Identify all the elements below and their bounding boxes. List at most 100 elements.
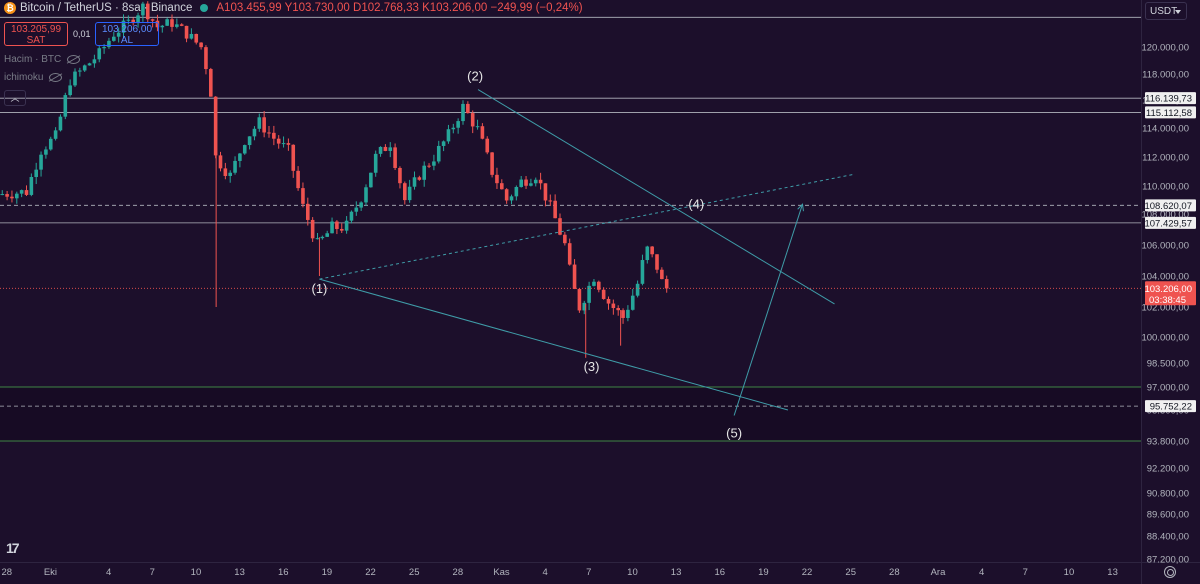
candle-body <box>252 128 257 137</box>
candle-body <box>257 117 262 129</box>
time-tick-label: 19 <box>758 567 769 578</box>
sell-label: SAT <box>26 35 46 46</box>
time-tick-label: 28 <box>453 567 464 578</box>
candle-body <box>480 126 485 139</box>
price-tick-label: 114.000,00 <box>1142 124 1189 135</box>
candle-body <box>553 200 557 219</box>
eye-hidden-icon[interactable] <box>67 55 81 64</box>
candle-body <box>519 179 523 187</box>
candle-body <box>504 189 509 201</box>
candle-body <box>475 126 480 128</box>
level-price-tag <box>1145 92 1196 105</box>
candle-body <box>597 281 601 290</box>
trendline <box>319 278 789 411</box>
candle-body <box>577 288 582 311</box>
price-tick-label: 110.000,00 <box>1142 182 1189 193</box>
currency-button[interactable]: USDT <box>1145 2 1187 20</box>
candle-body <box>296 170 300 189</box>
buy-label: AL <box>120 35 134 46</box>
candle-body <box>500 183 504 190</box>
candle-body <box>417 177 422 180</box>
candle-body <box>301 188 305 204</box>
bitcoin-icon: ₿ <box>4 2 16 14</box>
indicator-ichimoku-label: ichimoku <box>4 72 44 83</box>
candle-body <box>272 132 276 139</box>
time-tick-label: 13 <box>234 567 245 578</box>
candle-body <box>175 24 179 27</box>
candle-body <box>150 19 155 21</box>
candle-body <box>485 138 490 153</box>
candle-body <box>645 246 650 261</box>
candle-body <box>315 238 320 240</box>
buy-price: 103.206,00 <box>101 24 153 35</box>
candle-body <box>582 302 587 311</box>
indicator-ichimoku[interactable]: ichimoku <box>4 72 63 83</box>
symbol-legend: ₿ Bitcoin / TetherUS · 8sa · Binance A10… <box>4 2 583 14</box>
time-tick-label: 25 <box>409 567 420 578</box>
candle-body <box>112 36 116 41</box>
candle-body <box>242 145 247 154</box>
candle-body <box>233 160 237 173</box>
candle-body <box>320 236 325 239</box>
tradingview-logo[interactable]: 17 <box>6 540 20 556</box>
candle-body <box>262 117 266 133</box>
level-price-tag <box>1145 400 1196 413</box>
candle-body <box>427 165 431 167</box>
candle-body <box>24 190 29 195</box>
sell-button[interactable]: 103.205,99 SAT <box>4 22 68 46</box>
symbol-title[interactable]: Bitcoin / TetherUS · 8sa · Binance <box>20 2 193 14</box>
candle-body <box>335 221 339 229</box>
candle-body <box>126 19 131 21</box>
candle-body <box>325 233 329 237</box>
candle-body <box>572 264 577 289</box>
price-tick-label: 97.000,00 <box>1147 383 1189 394</box>
candle-body <box>456 121 460 128</box>
candle-body <box>635 283 640 296</box>
current-price-tag <box>1145 281 1196 306</box>
candle-body <box>543 183 548 201</box>
collapse-legend-button[interactable]: ︿ <box>4 90 26 106</box>
wave-label: (3) <box>584 359 600 374</box>
market-status-icon <box>200 4 209 12</box>
candle-body <box>538 179 543 184</box>
wave-label: (1) <box>311 281 327 296</box>
price-tick-label: 106.000,00 <box>1141 241 1189 252</box>
candle-body <box>204 47 208 70</box>
indicator-volume[interactable]: Hacim · BTC <box>4 54 81 65</box>
wave-label: (2) <box>467 69 483 84</box>
candle-body <box>616 308 620 311</box>
price-tick-label: 98.500,00 <box>1147 359 1189 370</box>
eye-hidden-icon[interactable] <box>49 73 63 82</box>
candle-body <box>116 32 121 37</box>
candle-body <box>601 289 606 299</box>
time-tick-label: 7 <box>150 567 155 578</box>
time-tick-label: 16 <box>714 567 725 578</box>
time-tick-label: 16 <box>278 567 289 578</box>
level-price-tag <box>1145 199 1196 212</box>
candle-body <box>228 172 232 176</box>
time-tick-label: Ara <box>931 567 947 578</box>
time-tick-label: 4 <box>979 567 984 578</box>
price-tick-label: 90.800,00 <box>1147 489 1189 500</box>
candle-body <box>373 153 378 173</box>
level-price-label: 95.752,22 <box>1150 402 1192 413</box>
time-tick-label: Kas <box>493 567 510 578</box>
candle-body <box>359 202 363 208</box>
candle-body <box>354 207 359 212</box>
candle-body <box>660 269 664 280</box>
candle-body <box>330 221 334 234</box>
settings-gear-icon[interactable] <box>1164 566 1176 578</box>
candle-body <box>179 24 184 26</box>
candle-body <box>509 196 514 201</box>
candle-body <box>451 127 456 130</box>
time-tick-label: 28 <box>889 567 900 578</box>
candle-body <box>218 155 223 169</box>
candle-body <box>102 47 106 49</box>
buy-button[interactable]: 103.206,00 AL <box>95 22 159 46</box>
candle-body <box>514 186 519 197</box>
time-tick-label: Eki <box>44 567 57 578</box>
candle-body <box>558 218 562 235</box>
time-tick-label: 7 <box>586 567 591 578</box>
